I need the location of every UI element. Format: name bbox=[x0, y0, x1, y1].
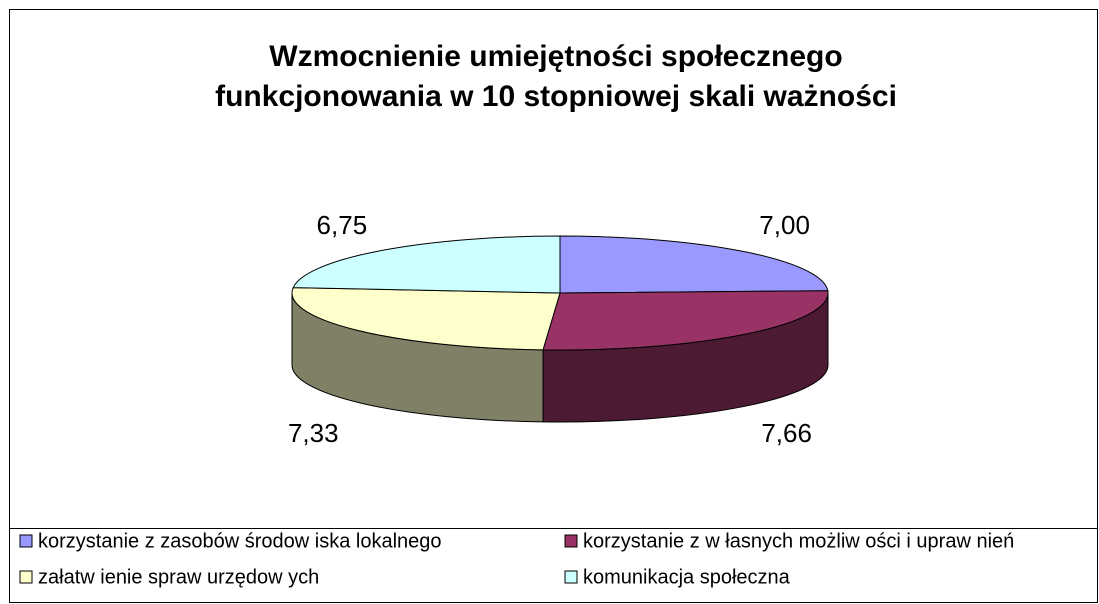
data-label: 7,00 bbox=[759, 210, 810, 240]
slice bbox=[291, 287, 561, 351]
chart-title: funkcjonowania w 10 stopniowej skali waż… bbox=[215, 80, 897, 113]
legend-label: korzystanie z w łasnych możliw ości i up… bbox=[583, 530, 1014, 552]
legend-label: komunikacja społeczna bbox=[583, 566, 791, 588]
data-label: 7,33 bbox=[288, 418, 339, 448]
legend-swatch bbox=[19, 570, 33, 584]
data-label: 7,66 bbox=[761, 418, 812, 448]
slice bbox=[292, 235, 561, 294]
slice bbox=[542, 290, 829, 351]
legend-swatch bbox=[19, 534, 33, 548]
data-label: 6,75 bbox=[317, 210, 368, 240]
slice bbox=[559, 235, 829, 294]
chart-title: Wzmocnienie umiejętności społecznego bbox=[269, 40, 842, 73]
legend-swatch bbox=[564, 534, 578, 548]
legend-label: korzystanie z zasobów środow iska lokaln… bbox=[38, 530, 442, 552]
legend-box bbox=[9, 528, 1098, 603]
legend-label: załatw ienie spraw urzędow ych bbox=[38, 566, 319, 588]
legend-swatch bbox=[564, 570, 578, 584]
